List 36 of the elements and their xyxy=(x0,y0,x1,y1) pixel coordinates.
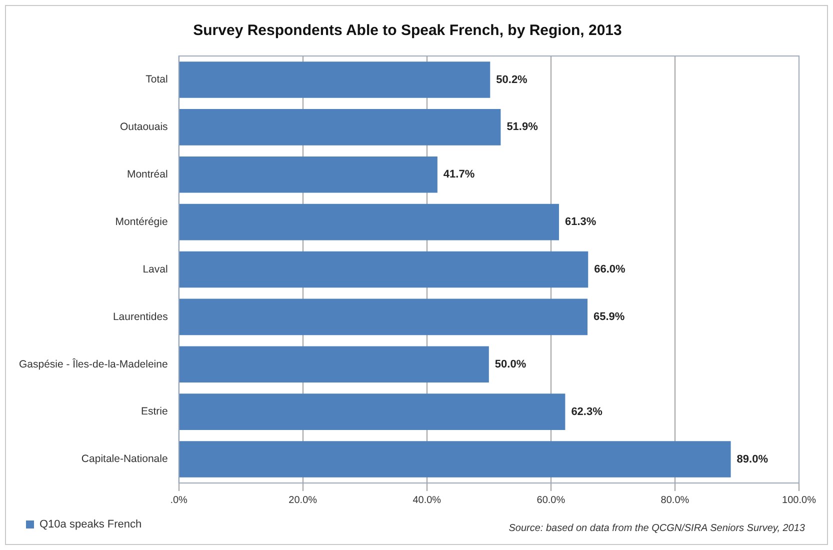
bar xyxy=(179,204,559,240)
bar xyxy=(179,251,588,288)
x-tick-label: 60.0% xyxy=(536,494,566,506)
bar xyxy=(179,394,566,430)
y-tick-label: Gaspésie - Îles-de-la-Madeleine xyxy=(18,357,168,370)
data-label: 66.0% xyxy=(594,264,626,276)
data-label: 41.7% xyxy=(443,168,475,181)
bar xyxy=(179,346,489,383)
bar xyxy=(179,62,490,98)
x-tick-label: 40.0% xyxy=(412,494,442,506)
data-label: 50.0% xyxy=(494,358,526,370)
x-tick-label: .0% xyxy=(170,494,188,506)
x-tick-label: 80.0% xyxy=(660,494,690,506)
data-label: 65.9% xyxy=(594,310,625,323)
x-tick-label: 100.0% xyxy=(782,494,816,506)
y-tick-label: Estrie xyxy=(140,406,168,418)
chart-title: Survey Respondents Able to Speak French, by Region, 2013 xyxy=(193,22,622,40)
x-tick-label: 20.0% xyxy=(288,494,318,506)
bar xyxy=(179,156,438,193)
y-tick-label: Montérégie xyxy=(115,216,168,228)
y-tick-label: Capitale-Nationale xyxy=(81,453,168,466)
bar xyxy=(179,109,501,146)
data-label: 62.3% xyxy=(571,406,603,418)
bar xyxy=(179,441,731,478)
data-label: 51.9% xyxy=(506,121,538,134)
data-label: 50.2% xyxy=(496,74,528,86)
y-tick-label: Montréal xyxy=(126,168,168,180)
bar xyxy=(179,298,588,336)
source-note: Source: based on data from the QCGN/SIRA Seniors Survey, 2013 xyxy=(508,523,805,534)
legend-label: Q10a speaks French xyxy=(40,518,142,531)
data-label: 61.3% xyxy=(564,216,596,228)
data-label: 89.0% xyxy=(736,453,768,466)
y-tick-label: Total xyxy=(146,74,168,86)
y-tick-label: Laurentides xyxy=(112,310,168,323)
y-tick-label: Outaouais xyxy=(120,121,168,134)
y-tick-label: Laval xyxy=(142,263,168,276)
